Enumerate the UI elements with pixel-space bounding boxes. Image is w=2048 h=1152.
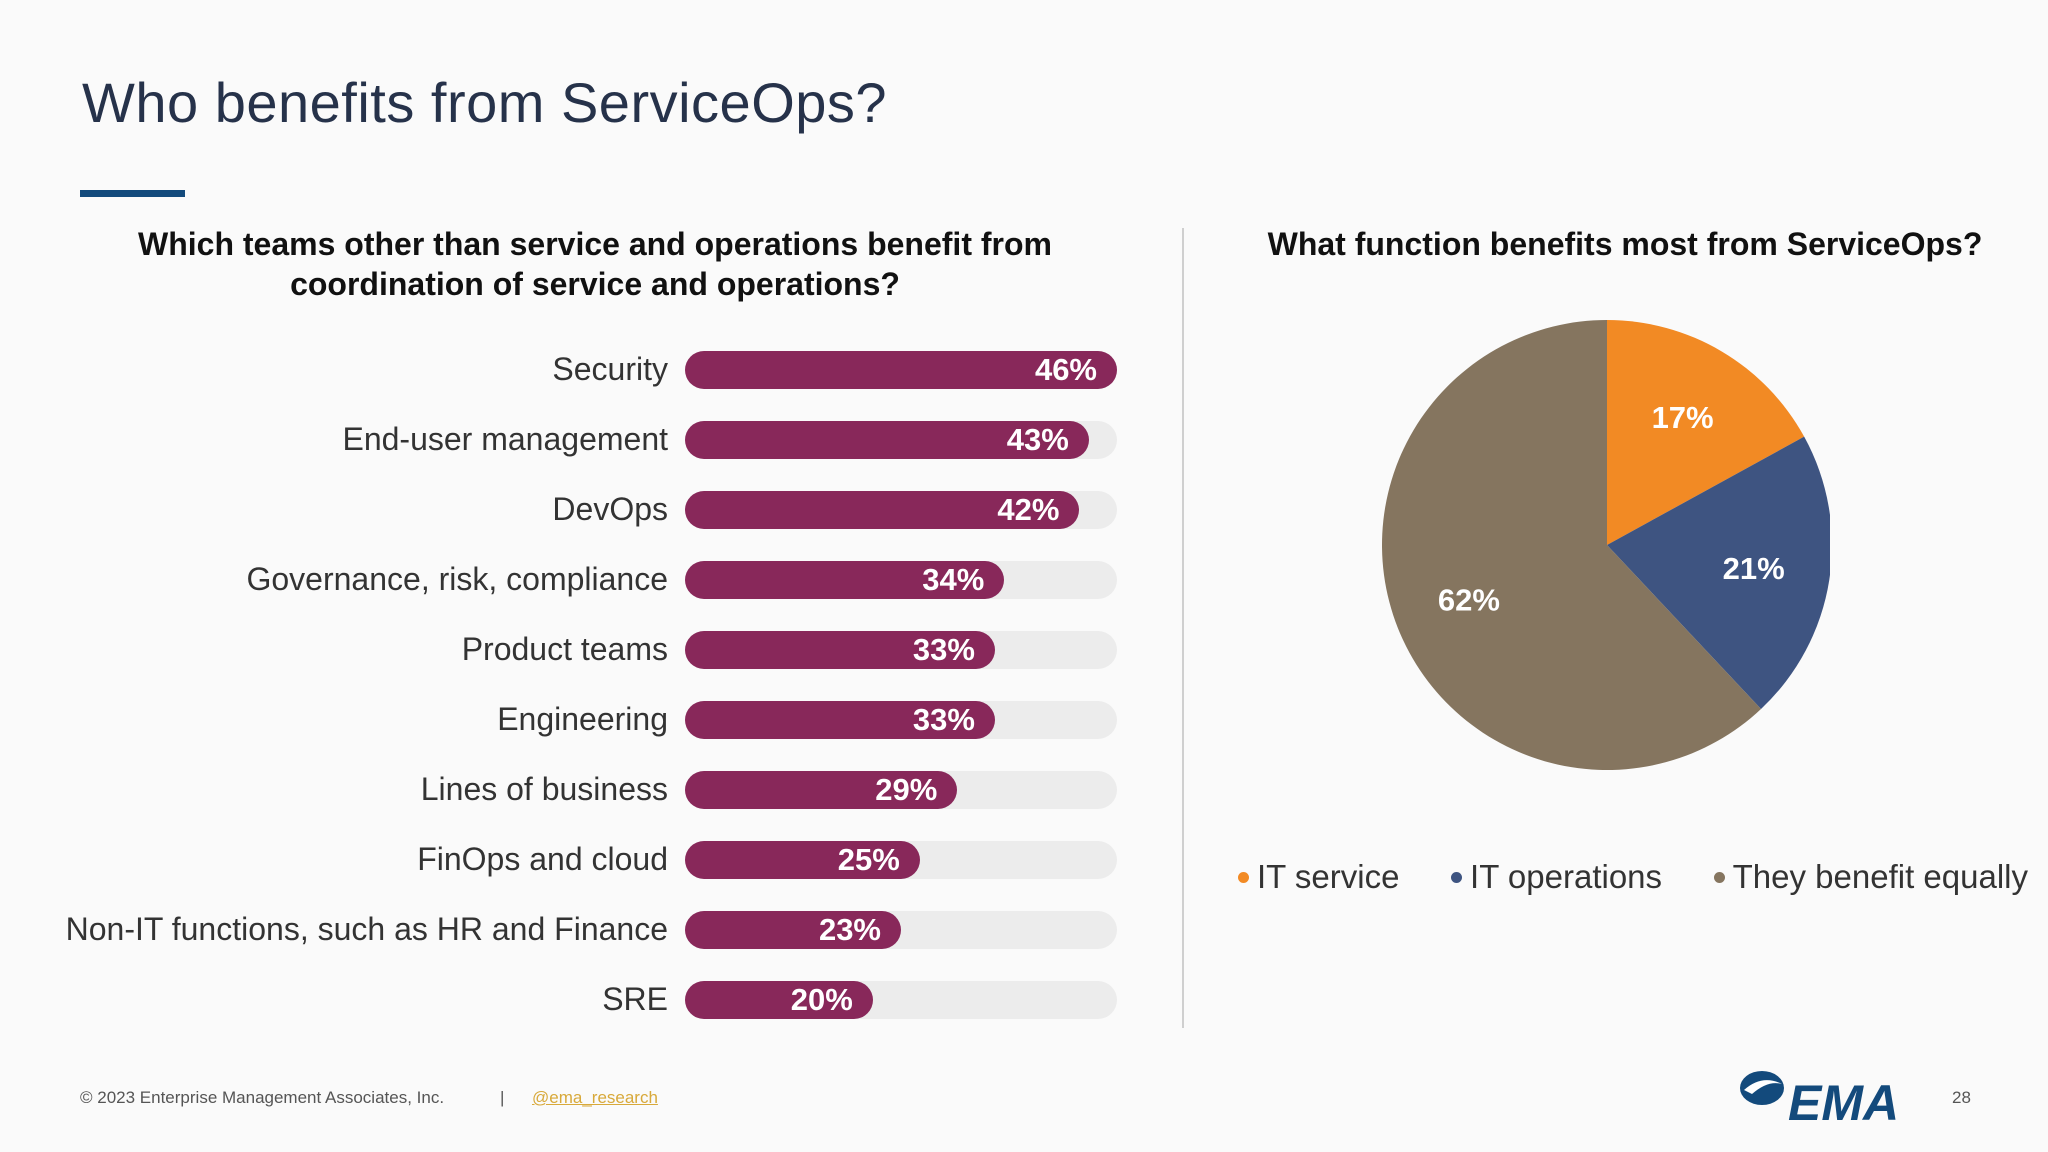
bar-value-label: 20% [790, 982, 853, 1017]
legend-label: IT operations [1470, 858, 1663, 895]
pie-chart: 17% 21% 62% [1382, 320, 1830, 770]
bar: 33% [685, 631, 995, 669]
bar: 43% [685, 421, 1089, 459]
bar-track: 20% [685, 981, 1117, 1019]
bar: 29% [685, 771, 958, 809]
bar: 46% [685, 351, 1117, 389]
bar-category-label: Lines of business [420, 771, 668, 807]
legend-item: They benefit equally [1713, 858, 2028, 896]
title-underline [80, 190, 185, 197]
ema-logo-text: EMA [1788, 1075, 1899, 1126]
pie-legend: IT service IT operations They benefit equa… [1238, 852, 2028, 902]
bar-value-label: 29% [875, 772, 938, 807]
legend-dot-icon [1713, 871, 1725, 883]
ema-logo: EMA [1740, 1071, 1899, 1126]
ema-swoosh-icon [1740, 1071, 1784, 1105]
bar-row: SRE 20% [0, 979, 1130, 1019]
legend-item: IT operations [1451, 858, 1662, 896]
pie-value-label: 21% [1723, 551, 1785, 586]
bar-row: DevOps 42% [0, 489, 1130, 529]
bar: 33% [685, 701, 995, 739]
bar-track: 34% [685, 561, 1117, 599]
bar-value-label: 43% [1006, 422, 1069, 457]
bar-track: 43% [685, 421, 1117, 459]
bar-chart-title: Which teams other than service and opera… [138, 226, 1052, 302]
legend-label: IT service [1257, 858, 1400, 895]
bar-row: Product teams 33% [0, 629, 1130, 669]
bar-category-label: SRE [602, 981, 668, 1017]
bar-category-label: Non-IT functions, such as HR and Finance [65, 911, 668, 947]
bar-category-label: Governance, risk, compliance [246, 561, 668, 597]
bar-value-label: 42% [997, 492, 1060, 527]
bar-track: 29% [685, 771, 1117, 809]
bar: 23% [685, 911, 901, 949]
pie-slice [1607, 320, 1805, 545]
bar-row: Lines of business 29% [0, 769, 1130, 809]
pie-value-label: 62% [1438, 583, 1500, 618]
pie-slice [1382, 320, 1762, 770]
bar-category-label: Engineering [497, 701, 668, 737]
slide-title: Who benefits from ServiceOps? [82, 71, 888, 134]
pie-slice [1607, 436, 1830, 710]
bar-track: 25% [685, 841, 1117, 879]
bar-category-label: FinOps and cloud [417, 841, 668, 877]
bar-value-label: 33% [912, 632, 975, 667]
page-number: 28 [1952, 1088, 1971, 1107]
bar-value-label: 25% [837, 842, 900, 877]
bar-row: Engineering 33% [0, 699, 1130, 739]
bar-row: End-user management 43% [0, 419, 1130, 459]
bar-category-label: Security [552, 351, 668, 387]
legend-dot-icon [1451, 871, 1463, 883]
bar-row: FinOps and cloud 25% [0, 839, 1130, 879]
footer-copyright: © 2023 Enterprise Management Associates,… [80, 1088, 445, 1107]
bar-category-label: End-user management [342, 421, 668, 457]
bar-track: 33% [685, 701, 1117, 739]
legend-label: They benefit equally [1732, 858, 2028, 895]
bar-track: 23% [685, 911, 1117, 949]
bar-row: Governance, risk, compliance 34% [0, 559, 1130, 599]
bar-value-label: 46% [1034, 352, 1097, 387]
bar-row: Security 46% [0, 349, 1130, 389]
bar-category-label: DevOps [552, 491, 668, 527]
legend-item: IT service [1238, 858, 1399, 896]
bar-value-label: 23% [818, 912, 881, 947]
pie-value-label: 17% [1652, 400, 1714, 435]
bar-row: Non-IT functions, such as HR and Finance… [0, 909, 1130, 949]
bar-track: 33% [685, 631, 1117, 669]
section-divider [1182, 228, 1184, 1028]
bar-value-label: 33% [912, 702, 975, 737]
bar-track: 46% [685, 351, 1117, 389]
bar: 25% [685, 841, 920, 879]
bar-value-label: 34% [922, 562, 985, 597]
bar-track: 42% [685, 491, 1117, 529]
legend-dot-icon [1238, 871, 1249, 883]
bar-category-label: Product teams [461, 631, 668, 667]
bar: 34% [685, 561, 1005, 599]
bar: 20% [685, 981, 873, 1019]
footer-separator: | [500, 1088, 505, 1107]
pie-chart-title: What function benefits most from Service… [1267, 226, 1983, 262]
bar: 42% [685, 491, 1080, 529]
footer-handle-link[interactable]: @ema_research [532, 1088, 658, 1107]
